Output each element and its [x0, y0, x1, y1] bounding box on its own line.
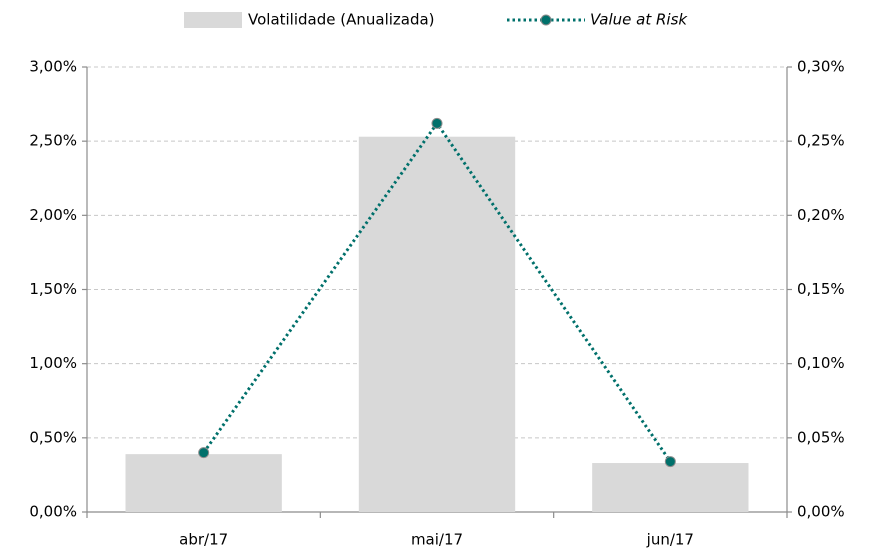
line-marker — [431, 117, 443, 129]
y-tick-label: 1,00% — [29, 354, 77, 372]
line-marker — [198, 447, 210, 459]
y2-tick-label: 0,15% — [797, 280, 845, 298]
legend-label: Value at Risk — [590, 11, 688, 29]
y2-tick-label: 0,00% — [797, 503, 845, 521]
bar — [358, 136, 516, 512]
y2-tick-label: 0,05% — [797, 428, 845, 446]
y-tick-label: 0,50% — [29, 428, 77, 446]
y-tick-label: 3,00% — [29, 58, 77, 76]
legend-marker — [540, 14, 552, 26]
y2-tick-label: 0,20% — [797, 206, 845, 224]
line-marker — [664, 456, 676, 468]
bar — [125, 454, 282, 512]
y-tick-label: 2,50% — [29, 132, 77, 150]
x-tick-label: jun/17 — [646, 531, 694, 549]
y-tick-label: 0,00% — [29, 503, 77, 521]
x-tick-label: mai/17 — [411, 531, 463, 549]
legend-label: Volatilidade (Anualizada) — [248, 11, 435, 29]
y2-tick-label: 0,25% — [797, 132, 845, 150]
legend-swatch — [184, 12, 242, 28]
y2-tick-label: 0,30% — [797, 58, 845, 76]
y-tick-label: 1,50% — [29, 280, 77, 298]
y2-tick-label: 0,10% — [797, 354, 845, 372]
x-tick-label: abr/17 — [179, 531, 228, 549]
bar — [592, 463, 749, 512]
y-tick-label: 2,00% — [29, 206, 77, 224]
